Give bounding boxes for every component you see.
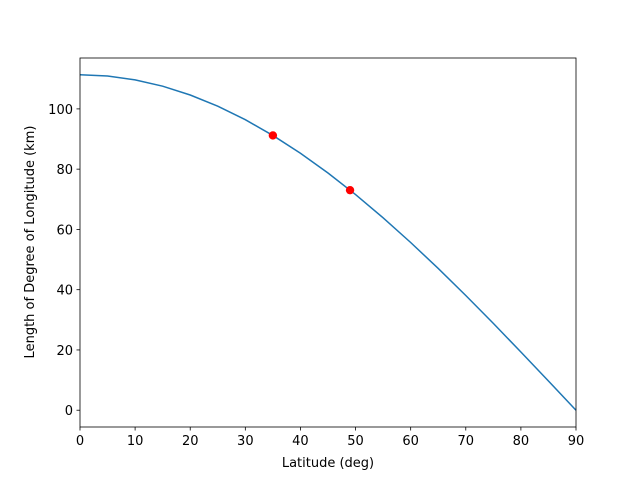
point — [268, 131, 278, 140]
x-tick-label: 40 — [292, 434, 309, 449]
x-tick-label: 60 — [402, 434, 419, 449]
x-axis-label: Latitude (deg) — [282, 456, 374, 471]
y-tick-label: 20 — [56, 344, 73, 359]
y-tick-label: 40 — [56, 284, 73, 299]
y-tick-label: 100 — [48, 103, 73, 118]
x-tick-label: 10 — [127, 434, 144, 449]
x-tick-label: 70 — [458, 434, 475, 449]
y-tick-label: 80 — [56, 163, 73, 178]
x-tick-label: 30 — [237, 434, 254, 449]
x-tick-label: 80 — [513, 434, 530, 449]
x-tick-label: 90 — [568, 434, 585, 449]
y-tick-label: 0 — [65, 404, 73, 419]
x-tick-label: 20 — [182, 434, 199, 449]
y-axis-label: Length of Degree of Longitude (km) — [23, 126, 38, 359]
x-tick-label: 50 — [347, 434, 364, 449]
line — [79, 74, 577, 411]
y-tick-label: 60 — [56, 223, 73, 238]
plot-frame — [79, 57, 577, 428]
point — [345, 185, 355, 195]
x-tick-label: 0 — [76, 434, 84, 449]
